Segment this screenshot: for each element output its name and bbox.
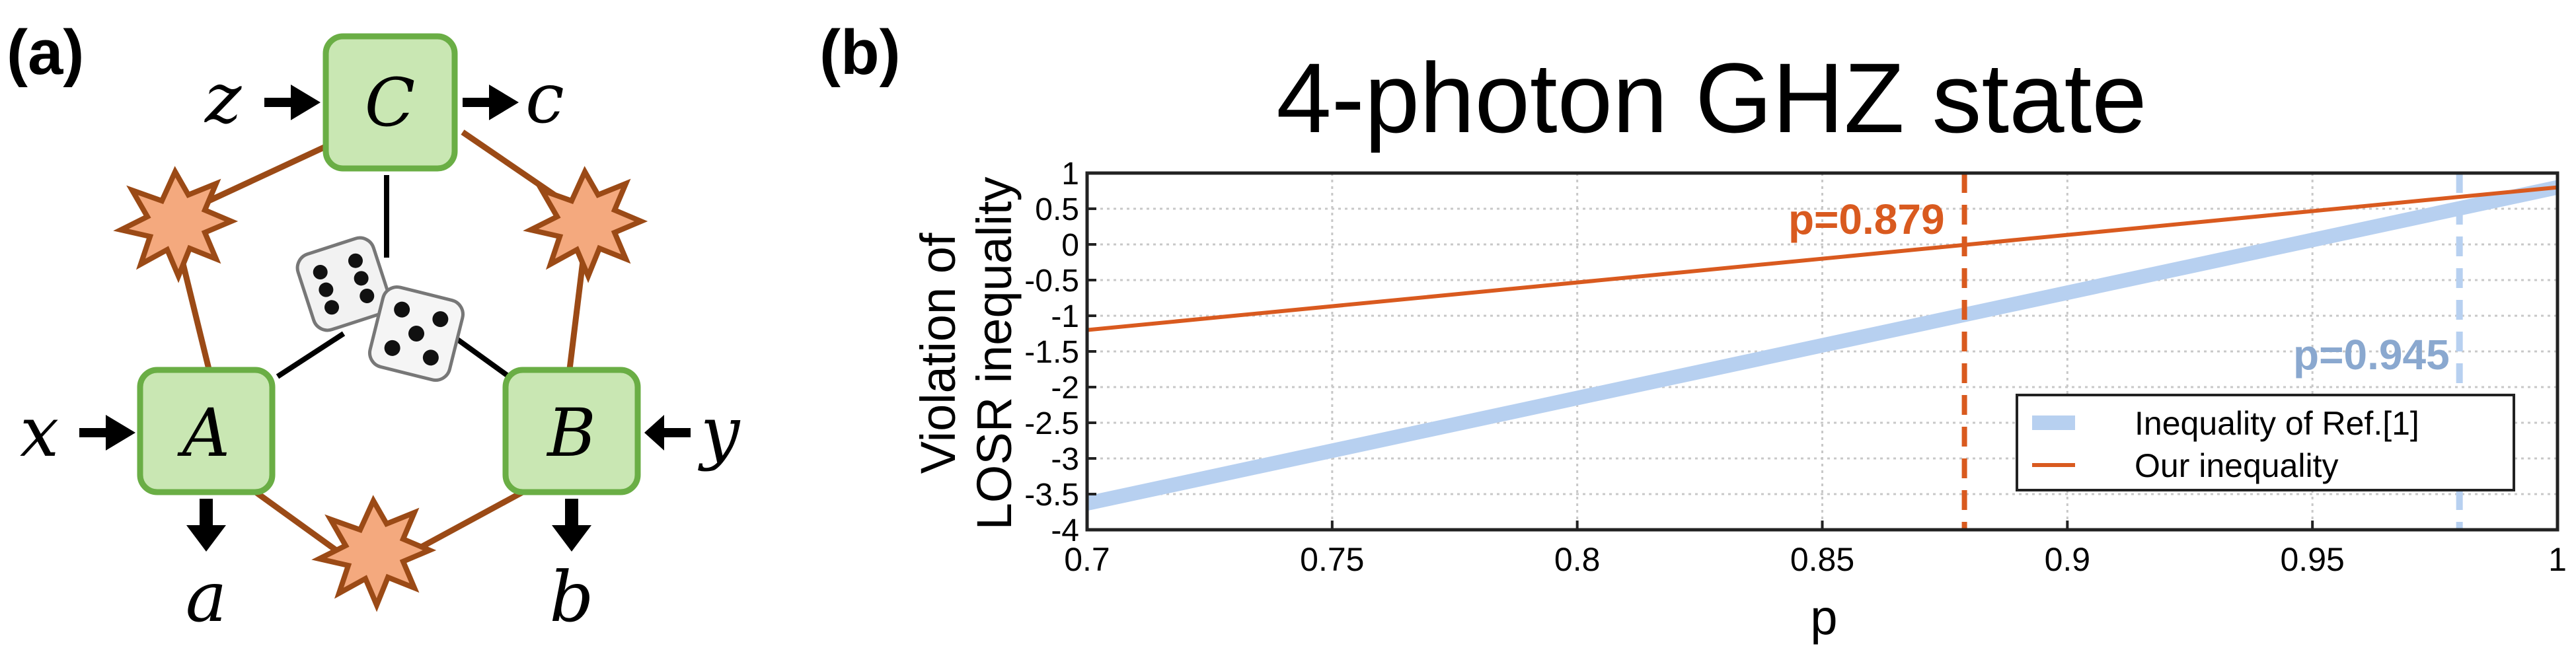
chart-legend: Inequality of Ref.[1] Our inequality xyxy=(2016,394,2515,491)
series-line-ref1 xyxy=(1085,180,2559,511)
y-tick-label: -1.5 xyxy=(1024,335,1079,370)
y-tick-label: -2 xyxy=(1051,371,1079,406)
annotation-p-ref1: p=0.945 xyxy=(2293,331,2450,379)
legend-label-ref1: Inequality of Ref.[1] xyxy=(2135,405,2419,442)
x-tick-label: 0.85 xyxy=(1790,541,1854,578)
y-tick-label: -1 xyxy=(1051,299,1079,334)
x-tick-label: 0.95 xyxy=(2281,541,2345,578)
y-tick-label: -2.5 xyxy=(1024,406,1079,441)
input-y: y xyxy=(644,392,741,472)
y-tick-label: 1 xyxy=(1061,157,1079,192)
output-a: a xyxy=(186,499,227,637)
output-b: b xyxy=(549,499,594,637)
shared-randomness-links xyxy=(276,175,511,379)
chart-title: 4-photon GHZ state xyxy=(1276,42,2146,153)
x-tick-label: 0.8 xyxy=(1554,541,1601,578)
dice-icon xyxy=(295,236,465,382)
annotation-p-ours: p=0.879 xyxy=(1788,196,1945,243)
y-axis-label-line1: Violation of xyxy=(911,233,966,474)
input-x: x xyxy=(20,392,135,472)
output-c: c xyxy=(463,58,564,139)
source-burst-left xyxy=(113,166,239,283)
party-b-label: B xyxy=(546,394,596,472)
y-axis-label-line2: LOSR inequality xyxy=(967,177,1022,530)
y-tick-label: -4 xyxy=(1051,513,1079,548)
source-burst-bottom xyxy=(311,495,437,612)
output-c-arrow-icon xyxy=(463,85,519,120)
x-tick-label: 0.9 xyxy=(2045,541,2091,578)
output-c-label: c xyxy=(525,58,564,139)
panel-a: (a) xyxy=(7,17,741,637)
input-y-label: y xyxy=(698,392,741,472)
party-c: C xyxy=(322,33,458,172)
y-tick-label: -3 xyxy=(1051,442,1079,477)
x-axis-label: p xyxy=(1810,590,1837,645)
output-b-label: b xyxy=(549,557,593,637)
party-b: B xyxy=(502,367,641,495)
input-x-label: x xyxy=(20,392,59,472)
panel-b-label: (b) xyxy=(819,17,901,88)
party-a: A xyxy=(137,367,276,495)
input-z-label: z xyxy=(204,58,242,139)
output-b-arrow-icon xyxy=(552,499,591,552)
x-tick-label: 0.7 xyxy=(1064,541,1110,578)
input-z: z xyxy=(204,58,321,139)
x-tick-label: 0.75 xyxy=(1300,541,1364,578)
output-a-label: a xyxy=(186,557,227,637)
legend-label-ours: Our inequality xyxy=(2135,447,2339,484)
input-x-arrow-icon xyxy=(79,415,135,451)
output-a-arrow-icon xyxy=(186,499,226,552)
y-tick-label: -3.5 xyxy=(1024,478,1079,513)
y-tick-label: 0 xyxy=(1061,228,1079,263)
series-line-ours xyxy=(1086,185,2558,332)
y-tick-label: 0.5 xyxy=(1035,192,1079,227)
source-burst-right xyxy=(523,166,648,283)
x-tick-label: 1 xyxy=(2548,541,2567,578)
party-a-label: A xyxy=(177,394,230,472)
panel-a-label: (a) xyxy=(7,17,84,88)
input-z-arrow-icon xyxy=(264,85,321,120)
input-y-arrow-icon xyxy=(644,415,691,451)
panel-b: (b) 4-photon GHZ state 0.7 0.75 0.8 0.85 0.9… xyxy=(819,17,2567,645)
chart-plot: 0.7 0.75 0.8 0.85 0.9 0.95 110.50-0.5-1-1.5-2-… xyxy=(1024,157,2567,578)
y-tick-label: -0.5 xyxy=(1024,264,1079,299)
party-c-label: C xyxy=(365,64,416,141)
